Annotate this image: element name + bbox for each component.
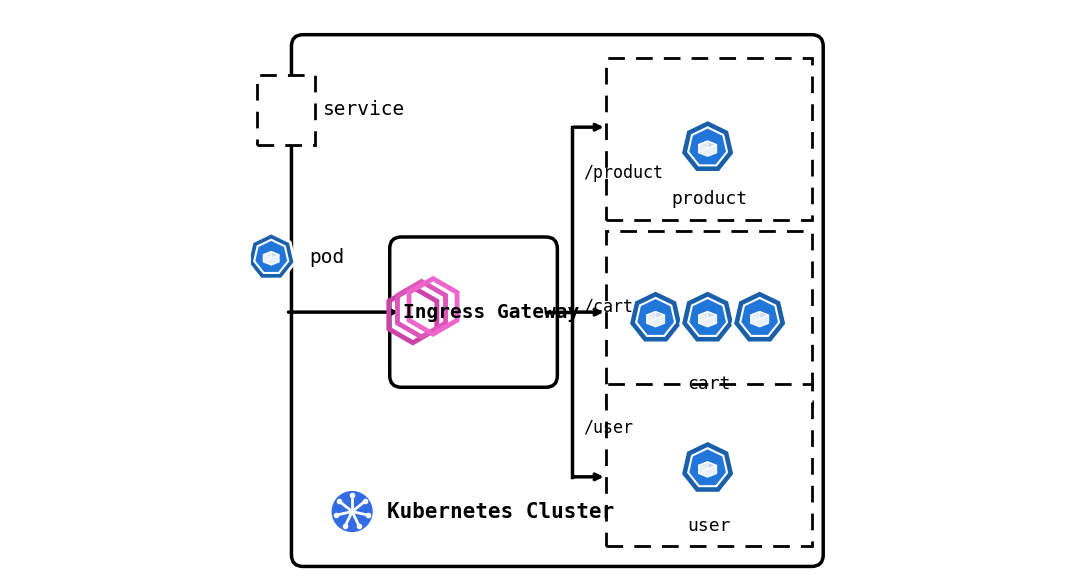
Polygon shape [647, 312, 656, 323]
Polygon shape [264, 252, 279, 258]
Polygon shape [699, 312, 707, 323]
Text: /cart: /cart [583, 297, 633, 315]
Polygon shape [732, 290, 786, 343]
Polygon shape [647, 312, 664, 319]
Polygon shape [636, 298, 675, 336]
Polygon shape [629, 290, 683, 343]
Text: service: service [323, 101, 405, 119]
Text: /product: /product [583, 164, 663, 182]
Polygon shape [699, 312, 716, 319]
Circle shape [330, 490, 374, 533]
Polygon shape [740, 298, 779, 336]
Polygon shape [699, 312, 716, 327]
Polygon shape [699, 141, 707, 153]
Polygon shape [699, 462, 707, 473]
FancyBboxPatch shape [607, 58, 812, 220]
Text: Kubernetes Cluster: Kubernetes Cluster [387, 502, 615, 521]
FancyBboxPatch shape [607, 231, 812, 405]
Polygon shape [680, 440, 734, 493]
Polygon shape [751, 312, 769, 327]
Text: Ingress Gateway: Ingress Gateway [403, 303, 579, 321]
Polygon shape [247, 233, 295, 279]
Polygon shape [680, 290, 734, 343]
Polygon shape [751, 312, 759, 323]
Polygon shape [699, 462, 716, 477]
Text: cart: cart [687, 375, 731, 393]
FancyBboxPatch shape [390, 237, 557, 387]
FancyBboxPatch shape [607, 384, 812, 546]
Text: product: product [671, 190, 747, 208]
Polygon shape [647, 312, 664, 327]
Text: pod: pod [309, 248, 345, 266]
Text: user: user [687, 517, 731, 535]
Polygon shape [264, 252, 279, 265]
Polygon shape [699, 141, 716, 156]
FancyBboxPatch shape [292, 35, 823, 566]
FancyBboxPatch shape [257, 75, 314, 144]
Polygon shape [264, 252, 271, 262]
Polygon shape [688, 448, 727, 486]
Text: /user: /user [583, 418, 633, 436]
Polygon shape [699, 141, 716, 149]
Polygon shape [699, 462, 716, 469]
Polygon shape [254, 240, 288, 273]
Polygon shape [751, 312, 769, 319]
Polygon shape [688, 298, 727, 336]
Polygon shape [680, 120, 734, 172]
Polygon shape [688, 127, 727, 165]
